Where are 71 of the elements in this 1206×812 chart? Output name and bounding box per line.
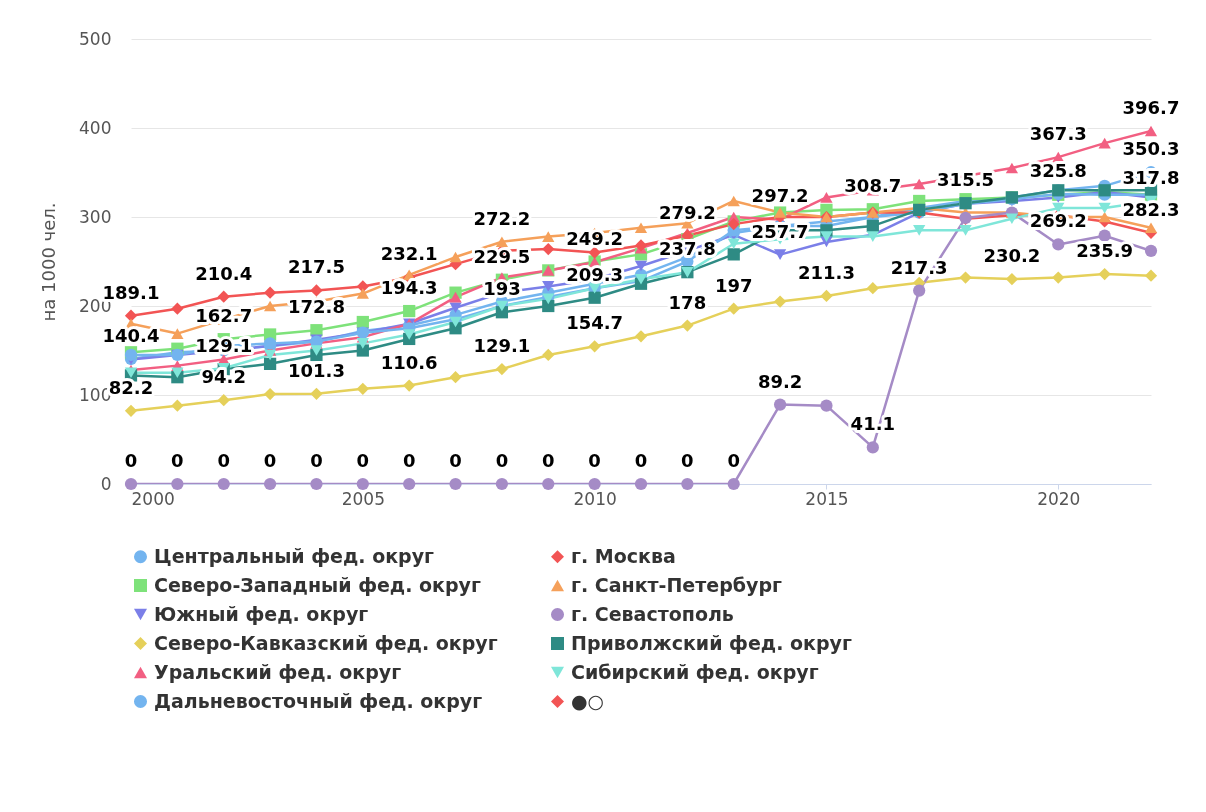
data-label: 172.8 bbox=[287, 296, 345, 318]
data-label: 178 bbox=[668, 291, 707, 313]
data-label: 211.3 bbox=[797, 261, 855, 283]
data-label: 282.3 bbox=[1122, 198, 1180, 220]
data-label: 367.3 bbox=[1029, 123, 1087, 145]
data-label: 229.5 bbox=[473, 245, 531, 267]
data-label: 350.3 bbox=[1122, 138, 1180, 160]
legend-label: Приволжский фед. округ bbox=[571, 631, 852, 654]
legend-label: г. Севастополь bbox=[571, 602, 734, 625]
legend-label: Южный фед. округ bbox=[154, 602, 369, 625]
legend-label: ●○ bbox=[571, 689, 605, 712]
x-tick-label: 2020 bbox=[1037, 488, 1081, 509]
data-label: 0 bbox=[310, 450, 323, 471]
data-label: 140.4 bbox=[102, 325, 160, 347]
data-label: 154.7 bbox=[566, 312, 624, 334]
data-label: 237.8 bbox=[658, 238, 716, 260]
data-label: 0 bbox=[217, 450, 230, 471]
data-label: 325.8 bbox=[1029, 160, 1087, 182]
data-label: 89.2 bbox=[757, 370, 803, 392]
data-label: 297.2 bbox=[751, 185, 809, 207]
data-label: 0 bbox=[124, 450, 138, 471]
data-label: 0 bbox=[495, 450, 509, 471]
data-label: 0 bbox=[681, 450, 694, 471]
data-label: 217.5 bbox=[287, 256, 345, 278]
data-label: 0 bbox=[449, 450, 462, 471]
data-label: 0 bbox=[542, 450, 555, 471]
data-label: 129.1 bbox=[195, 335, 253, 357]
data-label: 41.1 bbox=[850, 413, 896, 435]
y-tick-label: 400 bbox=[79, 117, 112, 138]
data-label: 249.2 bbox=[566, 228, 624, 250]
data-label: 129.1 bbox=[473, 335, 531, 357]
data-label: 217.3 bbox=[890, 256, 948, 278]
y-tick-label: 500 bbox=[79, 28, 112, 49]
data-label: 0 bbox=[263, 450, 277, 471]
data-label: 197 bbox=[714, 274, 753, 296]
y-tick-label: 0 bbox=[100, 473, 112, 494]
data-label: 0 bbox=[727, 450, 740, 471]
y-axis-title: на 1000 чел. bbox=[38, 202, 60, 322]
data-label: 0 bbox=[588, 450, 601, 471]
data-label: 317.8 bbox=[1122, 167, 1180, 189]
data-label: 0 bbox=[402, 450, 416, 471]
data-label: 94.2 bbox=[201, 366, 246, 388]
legend-label: Сибирский фед. округ bbox=[571, 660, 819, 683]
data-label: 230.2 bbox=[983, 245, 1041, 267]
legend-label: Уральский фед. округ bbox=[154, 660, 402, 683]
x-tick-label: 2000 bbox=[131, 488, 175, 509]
legend-label: Дальневосточный фед. округ bbox=[154, 689, 483, 712]
x-tick-label: 2015 bbox=[805, 488, 849, 509]
legend-label: Центральный фед. округ bbox=[154, 544, 435, 567]
data-label: 101.3 bbox=[287, 359, 345, 381]
data-label: 194.3 bbox=[380, 277, 438, 299]
data-label: 235.9 bbox=[1076, 240, 1134, 262]
data-label: 279.2 bbox=[658, 201, 716, 223]
y-tick-label: 300 bbox=[79, 206, 112, 227]
data-label: 396.7 bbox=[1122, 96, 1180, 118]
data-label: 209.3 bbox=[566, 263, 624, 285]
data-label: 0 bbox=[634, 450, 648, 471]
data-label: 193 bbox=[483, 278, 521, 300]
data-label: 315.5 bbox=[937, 169, 995, 191]
x-tick-label: 2010 bbox=[573, 488, 617, 509]
data-label: 210.4 bbox=[195, 262, 253, 284]
legend-label: г. Санкт-Петербург bbox=[571, 573, 782, 596]
data-label: 110.6 bbox=[380, 351, 438, 373]
legend-label: Северо-Западный фед. округ bbox=[154, 573, 481, 596]
data-label: 272.2 bbox=[473, 207, 531, 229]
data-label: 0 bbox=[356, 450, 370, 471]
legend-label: г. Москва bbox=[571, 544, 676, 567]
x-tick-label: 2005 bbox=[341, 488, 385, 509]
legend-label: Северо-Кавказский фед. округ bbox=[154, 631, 498, 654]
data-label: 0 bbox=[171, 450, 184, 471]
data-label: 232.1 bbox=[380, 243, 438, 265]
